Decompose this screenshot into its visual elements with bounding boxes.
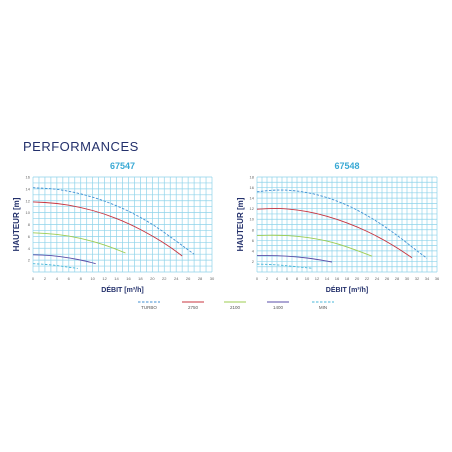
chart-1-y-tick-label: 8 [252,227,255,232]
chart-1-y-tick-label: 4 [252,248,255,253]
chart-1-y-tick-label: 18 [250,175,255,180]
chart-0-y-tick-label: 14 [26,186,31,191]
chart-1-series-turbo-line [256,189,428,259]
chart-1-y-axis-label: HAUTEUR [m] [236,197,245,251]
chart-1-y-tick-label: 14 [250,196,255,201]
chart-1-x-tick-label: 6 [286,276,289,281]
chart-0-x-tick-label: 0 [32,276,35,281]
chart-0-x-tick-label: 24 [174,276,179,281]
chart-0-title: 67547 [110,161,135,171]
chart-1-y-tick-label: 2 [252,259,255,264]
legend-label-min: MIN [319,305,327,310]
chart-0-x-tick-label: 28 [198,276,203,281]
chart-1-x-tick-label: 0 [256,276,259,281]
chart-1-x-tick-label: 34 [425,276,430,281]
chart-1-x-tick-label: 14 [325,276,330,281]
chart-1-y-tick-label: 6 [252,238,255,243]
chart-0-x-tick-label: 12 [102,276,107,281]
chart-1-x-tick-label: 16 [335,276,340,281]
chart-1-x-tick-label: 26 [385,276,390,281]
page-heading: PERFORMANCES [23,139,139,154]
chart-1-x-tick-label: 22 [365,276,370,281]
chart-0-y-axis-label: HAUTEUR [m] [12,197,21,251]
legend-label-2100: 2100 [230,305,241,310]
chart-1-x-tick-label: 8 [296,276,299,281]
chart-0-x-axis-label: DÉBIT [m³/h] [101,285,143,294]
legend-label-turbo: TURBO [141,305,157,310]
chart-0-y-tick-label: 2 [28,258,31,263]
chart-1-x-tick-label: 24 [375,276,380,281]
chart-0-x-tick-label: 22 [162,276,167,281]
chart-0-y-tick-label: 12 [26,198,31,203]
chart-1-x-tick-label: 28 [395,276,400,281]
chart-0-x-tick-label: 30 [210,276,215,281]
chart-0-x-tick-label: 20 [150,276,155,281]
chart-1-x-tick-label: 30 [405,276,410,281]
chart-0-x-tick-label: 10 [90,276,95,281]
chart-1-x-tick-label: 4 [276,276,279,281]
chart-1-y-tick-label: 10 [250,217,255,222]
chart-0-y-tick-label: 6 [28,234,31,239]
chart-1-x-tick-label: 10 [305,276,310,281]
chart-1-x-axis-label: DÉBIT [m³/h] [326,285,368,294]
chart-1-y-tick-label: 12 [250,206,255,211]
chart-0-x-tick-label: 2 [44,276,47,281]
chart-1-x-tick-label: 20 [355,276,360,281]
chart-1-x-tick-label: 12 [315,276,320,281]
chart-0-series-2100-line [32,232,126,254]
chart-1-x-tick-label: 36 [435,276,440,281]
chart-0-series-1400-line [32,254,96,265]
chart-0-y-tick-label: 10 [26,210,31,215]
chart-0-x-tick-label: 14 [114,276,119,281]
chart-0-series-turbo-line [32,187,195,255]
chart-0-y-tick-label: 16 [26,175,31,180]
chart-1-series-2100-line [256,234,373,257]
chart-1-x-tick-label: 18 [345,276,350,281]
chart-1-series-1400-line [257,255,333,263]
chart-0-x-tick-label: 4 [56,276,59,281]
chart-1-y-tick-label: 16 [250,185,255,190]
chart-0-x-tick-label: 26 [186,276,191,281]
chart-0-x-tick-label: 16 [126,276,131,281]
chart-0-y-tick-label: 4 [28,246,31,251]
chart-0-y-tick-label: 8 [28,222,31,227]
chart-1-title: 67548 [334,161,359,171]
legend-label-2750: 2750 [188,305,199,310]
chart-1-x-tick-label: 32 [415,276,420,281]
chart-1-series-2750-line [256,207,413,259]
chart-0-x-tick-label: 8 [80,276,83,281]
chart-1-x-tick-label: 2 [266,276,269,281]
chart-0-series-min-line [32,263,78,269]
chart-0-series-2750-line [32,201,183,257]
chart-0-x-tick-label: 6 [68,276,71,281]
chart-0-x-tick-label: 18 [138,276,143,281]
chart-1-series-min-line [256,263,313,269]
legend-label-1400: 1400 [273,305,284,310]
